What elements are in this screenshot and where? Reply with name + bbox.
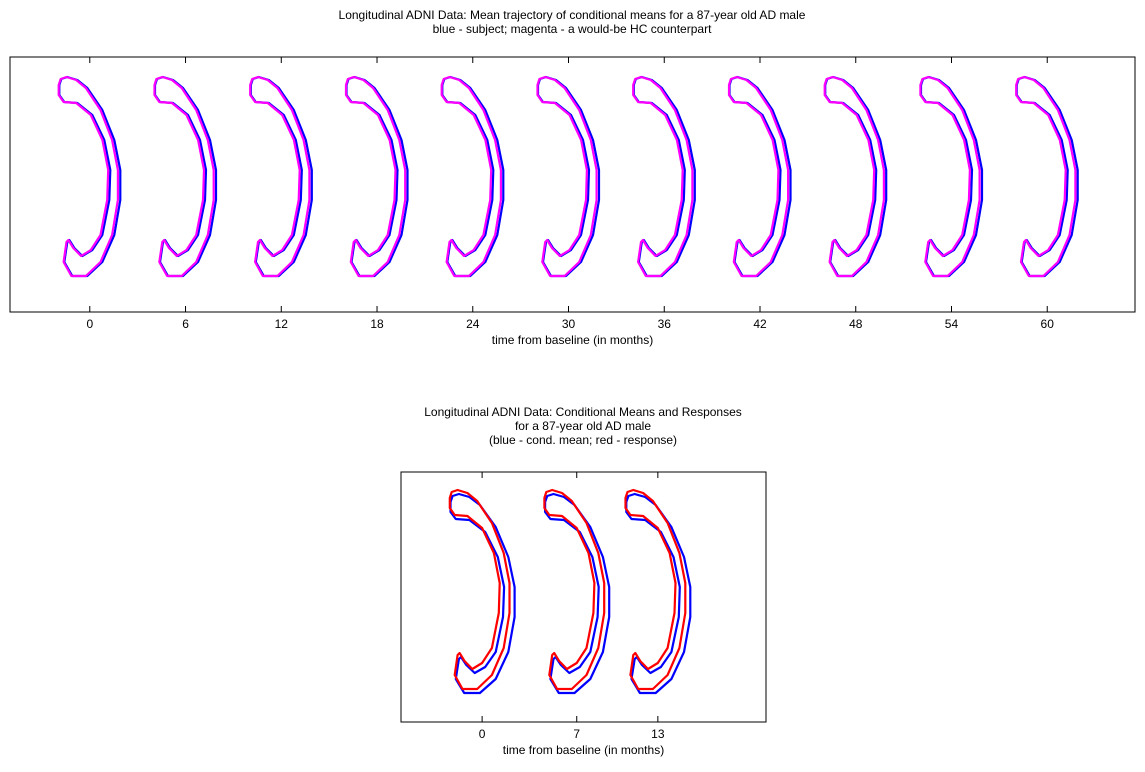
x-tick-label: 0 bbox=[479, 727, 486, 741]
chart-title: blue - subject; magenta - a would-be HC … bbox=[433, 22, 712, 36]
chart-title: (blue - cond. mean; red - response) bbox=[489, 433, 677, 447]
shape-outline bbox=[634, 77, 695, 276]
x-tick-label: 13 bbox=[651, 727, 665, 741]
shape-outline bbox=[59, 77, 120, 276]
x-tick-label: 0 bbox=[86, 317, 93, 331]
shape-outline bbox=[251, 77, 312, 276]
x-axis-label: time from baseline (in months) bbox=[492, 333, 653, 347]
x-tick-label: 42 bbox=[753, 317, 767, 331]
shape-outline bbox=[155, 77, 216, 276]
x-tick-label: 54 bbox=[945, 317, 959, 331]
chart-title: for a 87-year old AD male bbox=[515, 419, 651, 433]
x-tick-label: 60 bbox=[1041, 317, 1055, 331]
x-tick-label: 12 bbox=[275, 317, 289, 331]
x-tick-label: 24 bbox=[466, 317, 480, 331]
axes-box bbox=[10, 57, 1135, 312]
shape-outline bbox=[442, 77, 503, 276]
shape-outline bbox=[730, 77, 791, 276]
chart-title: Longitudinal ADNI Data: Conditional Mean… bbox=[424, 405, 742, 419]
x-axis-label: time from baseline (in months) bbox=[503, 743, 664, 757]
chart-title: Longitudinal ADNI Data: Mean trajectory … bbox=[339, 8, 806, 22]
figure: Longitudinal ADNI Data: Mean trajectory … bbox=[0, 0, 1145, 772]
x-tick-label: 48 bbox=[849, 317, 863, 331]
x-tick-label: 18 bbox=[370, 317, 384, 331]
x-tick-label: 6 bbox=[182, 317, 189, 331]
x-tick-label: 7 bbox=[573, 727, 580, 741]
x-tick-label: 30 bbox=[562, 317, 576, 331]
shape-outline bbox=[347, 77, 408, 276]
shape-outline bbox=[921, 77, 982, 276]
shape-outline bbox=[538, 77, 599, 276]
shape-outline bbox=[825, 77, 886, 276]
shape-outline bbox=[1017, 77, 1078, 276]
x-tick-label: 36 bbox=[658, 317, 672, 331]
